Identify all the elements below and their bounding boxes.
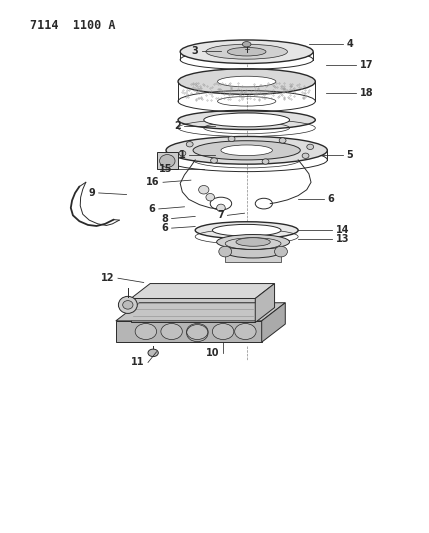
Text: 6: 6 [327, 194, 334, 204]
Text: 6: 6 [161, 223, 168, 233]
Ellipse shape [161, 324, 182, 340]
Ellipse shape [221, 145, 272, 156]
Text: 6: 6 [148, 204, 155, 214]
Ellipse shape [225, 245, 281, 258]
Ellipse shape [279, 138, 286, 143]
Ellipse shape [204, 113, 290, 127]
Ellipse shape [307, 144, 314, 149]
Polygon shape [255, 284, 275, 322]
Ellipse shape [180, 40, 313, 63]
Ellipse shape [118, 296, 137, 313]
Text: 1: 1 [178, 150, 185, 159]
Text: 2: 2 [174, 122, 181, 131]
Ellipse shape [178, 110, 315, 130]
Polygon shape [262, 303, 285, 342]
Ellipse shape [262, 159, 269, 164]
Polygon shape [116, 321, 262, 342]
Text: 15: 15 [159, 165, 172, 174]
Text: 12: 12 [101, 273, 115, 283]
Text: 7: 7 [217, 211, 224, 220]
Ellipse shape [219, 246, 232, 257]
Text: 10: 10 [206, 348, 220, 358]
Polygon shape [116, 303, 285, 321]
Ellipse shape [235, 324, 256, 340]
Ellipse shape [236, 238, 270, 246]
Polygon shape [131, 284, 275, 298]
Ellipse shape [187, 324, 208, 340]
Ellipse shape [199, 185, 209, 194]
Ellipse shape [195, 222, 298, 239]
Text: 3: 3 [191, 46, 198, 56]
Ellipse shape [186, 142, 193, 147]
Ellipse shape [218, 76, 276, 87]
Ellipse shape [217, 204, 225, 212]
Ellipse shape [227, 47, 266, 56]
Ellipse shape [212, 224, 281, 236]
Text: 4: 4 [347, 39, 353, 49]
Ellipse shape [206, 44, 287, 59]
Ellipse shape [206, 193, 214, 201]
Text: 5: 5 [347, 150, 353, 159]
Bar [225, 246, 281, 262]
Ellipse shape [193, 141, 300, 160]
Text: 7114  1100 A: 7114 1100 A [30, 19, 115, 31]
Ellipse shape [135, 324, 157, 340]
Ellipse shape [123, 301, 133, 309]
Ellipse shape [228, 136, 235, 142]
Ellipse shape [212, 324, 234, 340]
Bar [157, 152, 178, 169]
Text: 13: 13 [336, 234, 349, 244]
Ellipse shape [242, 42, 251, 47]
Ellipse shape [166, 136, 327, 164]
Ellipse shape [302, 153, 309, 158]
Text: 18: 18 [360, 88, 373, 98]
Ellipse shape [148, 349, 158, 357]
Ellipse shape [179, 151, 186, 156]
Ellipse shape [217, 235, 290, 249]
Text: 8: 8 [161, 214, 168, 223]
Text: 17: 17 [360, 60, 373, 70]
Text: 9: 9 [88, 188, 95, 198]
Ellipse shape [211, 158, 218, 163]
Text: 14: 14 [336, 225, 349, 235]
Text: 16: 16 [146, 177, 160, 187]
Ellipse shape [275, 246, 287, 257]
Polygon shape [131, 298, 255, 322]
Text: 11: 11 [131, 358, 145, 367]
Ellipse shape [178, 69, 315, 94]
Ellipse shape [160, 155, 175, 167]
